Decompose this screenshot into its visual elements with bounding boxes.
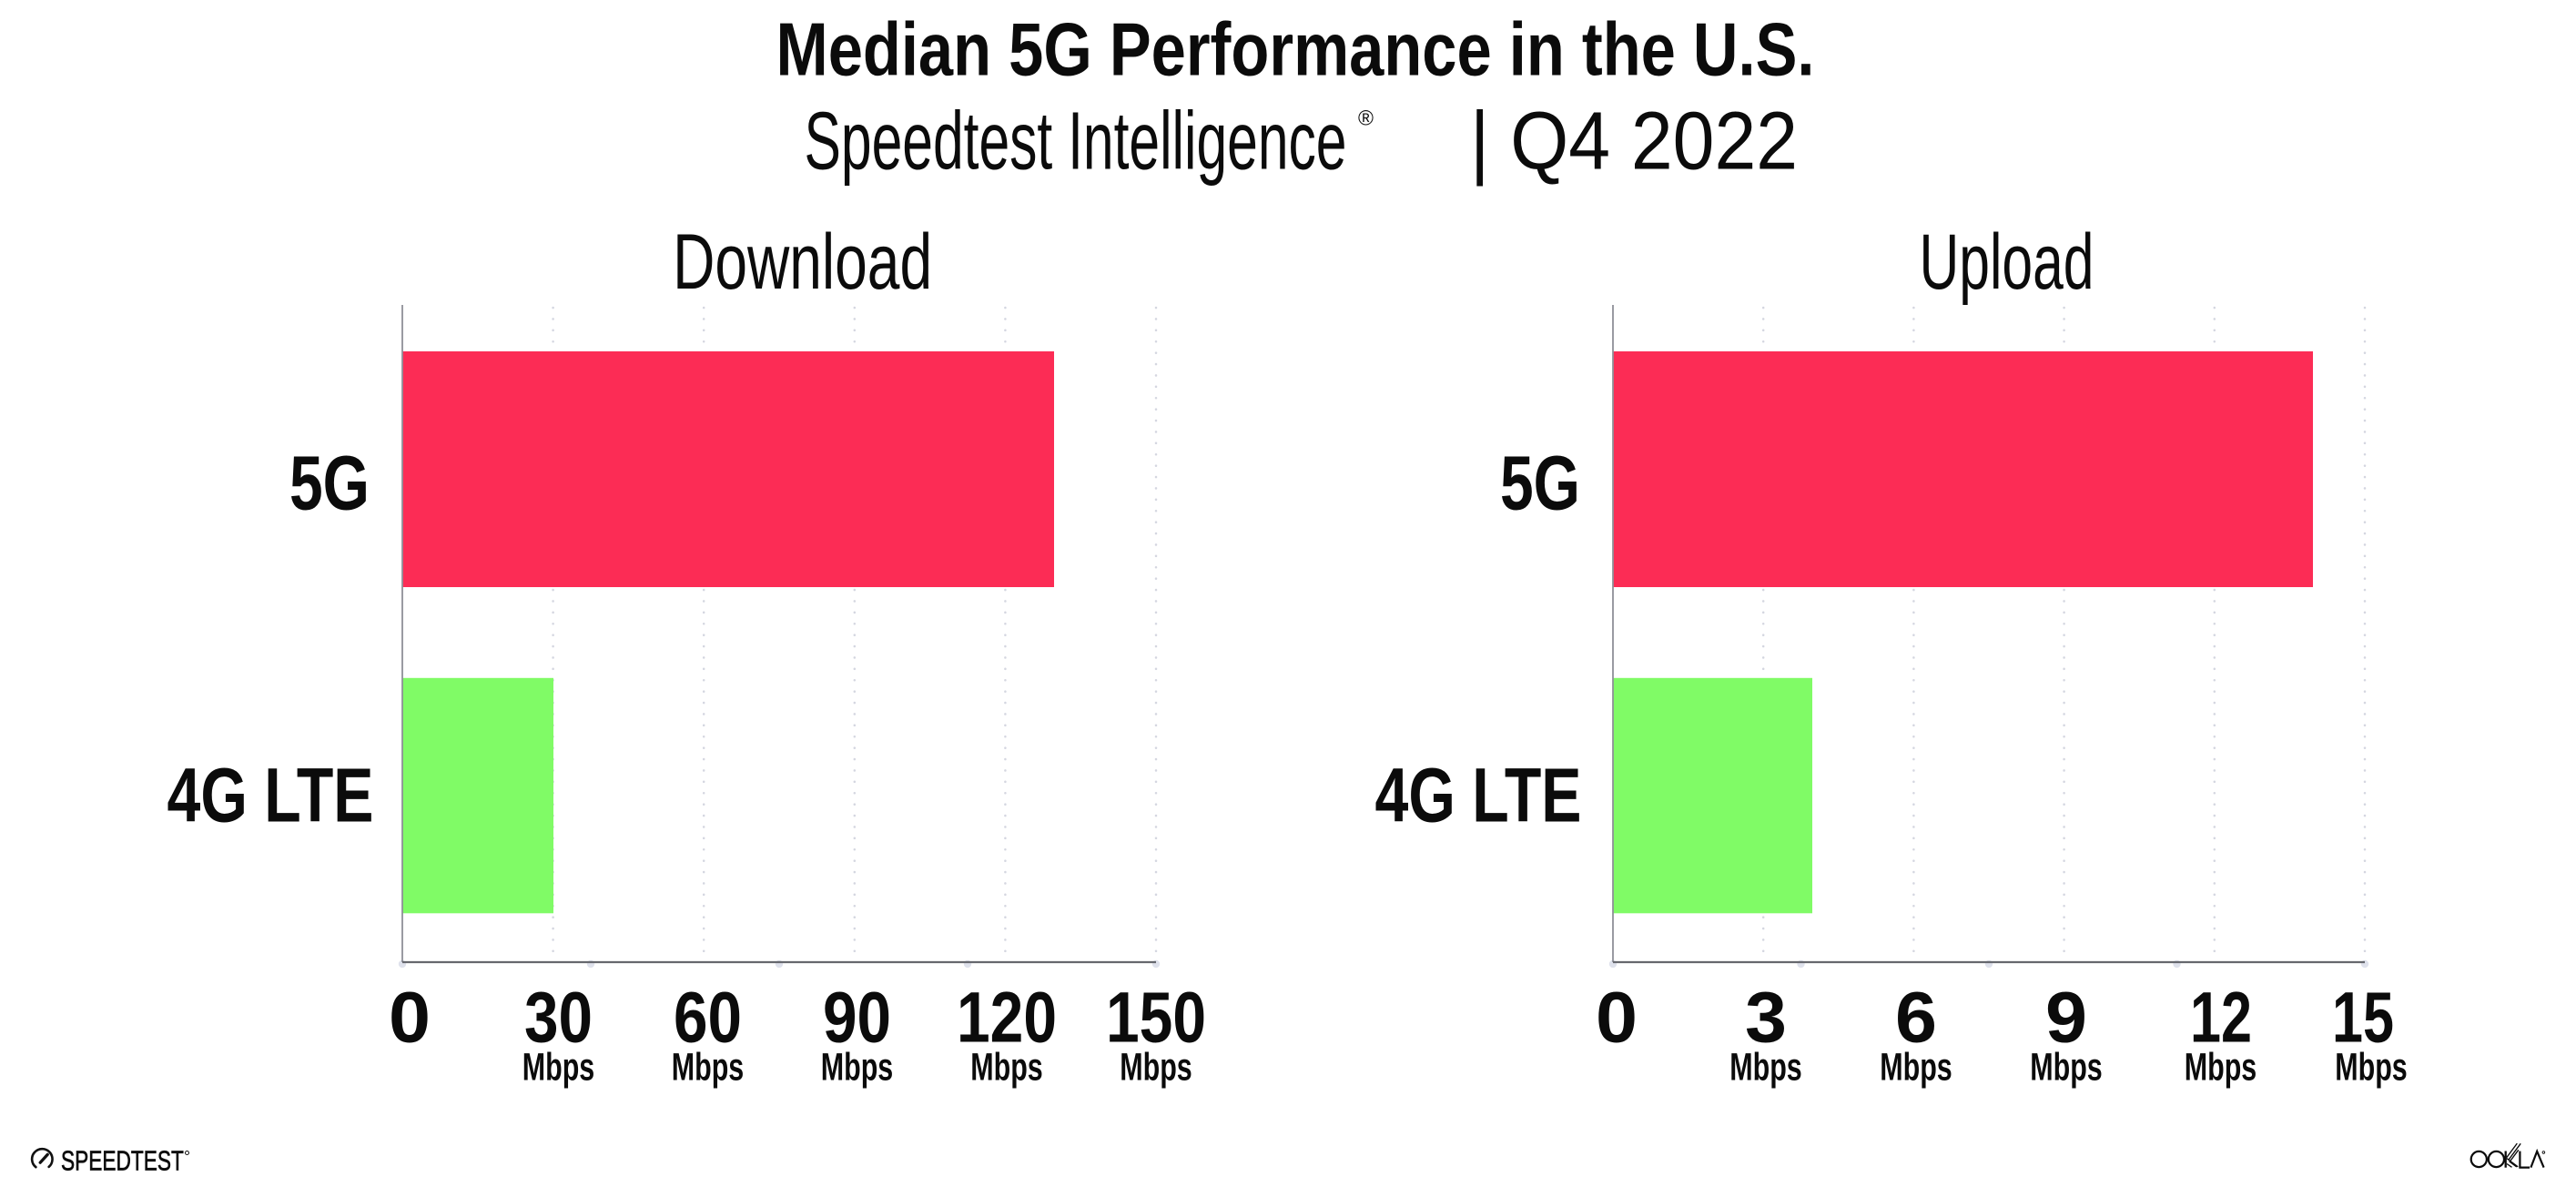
svg-text:150: 150 [1106,978,1206,1058]
svg-text:Mbps: Mbps [970,1045,1043,1088]
svg-text:| Q4 2022: | Q4 2022 [1470,96,1798,188]
svg-text:Mbps: Mbps [2335,1045,2408,1088]
svg-text:0: 0 [389,978,431,1058]
svg-text:Mbps: Mbps [522,1045,595,1088]
svg-text:Speedtest Intelligence: Speedtest Intelligence [805,96,1347,188]
svg-text:120: 120 [957,978,1057,1058]
svg-text:60: 60 [674,978,742,1058]
svg-text:Median 5G Performance in the U: Median 5G Performance in the U.S. [776,7,1815,92]
svg-text:3: 3 [1745,978,1787,1058]
svg-text:Mbps: Mbps [1880,1045,1952,1088]
svg-text:90: 90 [823,978,891,1058]
svg-text:30: 30 [524,978,593,1058]
svg-text:Mbps: Mbps [1120,1045,1192,1088]
svg-text:4G LTE: 4G LTE [167,753,374,838]
svg-text:Download: Download [673,218,932,306]
svg-text:Mbps: Mbps [1729,1045,1802,1088]
svg-text:9: 9 [2045,978,2087,1058]
svg-text:6: 6 [1895,978,1937,1058]
svg-text:12: 12 [2190,978,2252,1058]
svg-text:Mbps: Mbps [2185,1045,2257,1088]
svg-text:Mbps: Mbps [821,1045,894,1088]
svg-text:Mbps: Mbps [2030,1045,2103,1088]
svg-text:SPEEDTEST: SPEEDTEST [61,1144,184,1176]
svg-text:0: 0 [1596,978,1638,1058]
svg-text:4G LTE: 4G LTE [1375,753,1582,838]
svg-text:15: 15 [2332,978,2394,1058]
svg-text:®: ® [1358,107,1374,130]
svg-text:5G: 5G [1500,441,1580,526]
svg-text:Upload: Upload [1920,218,2094,306]
svg-text:Mbps: Mbps [672,1045,745,1088]
svg-text:5G: 5G [289,441,370,526]
